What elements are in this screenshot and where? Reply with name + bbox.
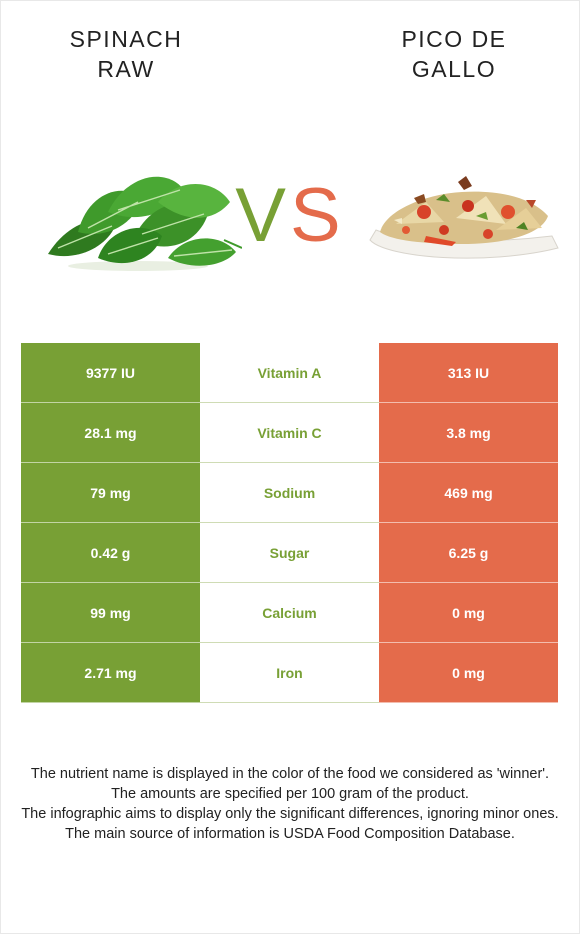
table-row: 2.71 mg Iron 0 mg (21, 643, 558, 703)
left-value-cell: 2.71 mg (21, 643, 200, 703)
table-row: 99 mg Calcium 0 mg (21, 583, 558, 643)
nutrient-comparison-table: 9377 IU Vitamin A 313 IU 28.1 mg Vitamin… (21, 343, 558, 703)
food-title-right: PICO DE GALLO (344, 24, 564, 84)
left-value-cell: 9377 IU (21, 343, 200, 403)
nutrient-name-cell: Sodium (200, 463, 379, 522)
vs-label: VS (222, 166, 358, 266)
right-value-cell: 313 IU (379, 343, 558, 403)
pico-de-gallo-plate-image (369, 176, 559, 259)
vs-v-letter: V (235, 173, 290, 258)
left-value-cell: 28.1 mg (21, 403, 200, 463)
footnote-line: The amounts are specified per 100 gram o… (111, 786, 469, 802)
right-value-cell: 469 mg (379, 463, 558, 523)
nutrient-name-cell: Calcium (200, 583, 379, 642)
food-title-left-line1: SPINACH (69, 26, 183, 52)
left-value-cell: 79 mg (21, 463, 200, 523)
footnote-line: The infographic aims to display only the… (21, 806, 559, 822)
nutrient-name-cell: Vitamin C (200, 403, 379, 462)
right-value-cell: 3.8 mg (379, 403, 558, 463)
right-value-cell: 0 mg (379, 583, 558, 643)
left-value-cell: 99 mg (21, 583, 200, 643)
spinach-leaves-image (48, 176, 242, 271)
right-value-cell: 6.25 g (379, 523, 558, 583)
nutrient-name-cell: Vitamin A (200, 343, 379, 402)
table-row: 28.1 mg Vitamin C 3.8 mg (21, 403, 558, 463)
footnote-line: The nutrient name is displayed in the co… (30, 766, 550, 782)
left-value-cell: 0.42 g (21, 523, 200, 583)
footnote-line: The main source of information is USDA F… (65, 826, 515, 842)
nutrient-name-cell: Sugar (200, 523, 379, 582)
food-title-right-line1: PICO DE (401, 26, 507, 52)
food-title-left: SPINACH RAW (16, 24, 236, 84)
table-row: 0.42 g Sugar 6.25 g (21, 523, 558, 583)
nutrient-name-cell: Iron (200, 643, 379, 702)
table-row: 9377 IU Vitamin A 313 IU (21, 343, 558, 403)
table-row: 79 mg Sodium 469 mg (21, 463, 558, 523)
food-title-right-line2: GALLO (411, 56, 497, 82)
food-title-left-line2: RAW (97, 56, 155, 82)
footnote: The nutrient name is displayed in the co… (16, 764, 564, 844)
right-value-cell: 0 mg (379, 643, 558, 703)
vs-s-letter: S (290, 173, 345, 258)
